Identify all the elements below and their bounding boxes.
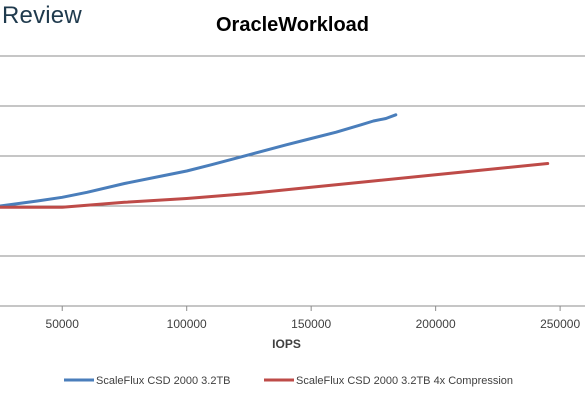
x-tick-label: 200000 bbox=[416, 317, 456, 331]
x-axis-title: IOPS bbox=[272, 337, 301, 351]
brand-logo: Review bbox=[2, 2, 82, 29]
x-tick-label: 250000 bbox=[540, 317, 580, 331]
x-tick-label: 100000 bbox=[167, 317, 207, 331]
series-line-0 bbox=[0, 113, 398, 208]
x-tick-label: 50000 bbox=[46, 317, 80, 331]
legend-label-0: ScaleFlux CSD 2000 3.2TB bbox=[96, 375, 231, 387]
x-tick-label: 150000 bbox=[291, 317, 331, 331]
series-line-1 bbox=[0, 162, 550, 209]
chart-title: OracleWorkload bbox=[215, 14, 370, 36]
legend-label-1: ScaleFlux CSD 2000 3.2TB 4x Compression bbox=[296, 375, 513, 387]
